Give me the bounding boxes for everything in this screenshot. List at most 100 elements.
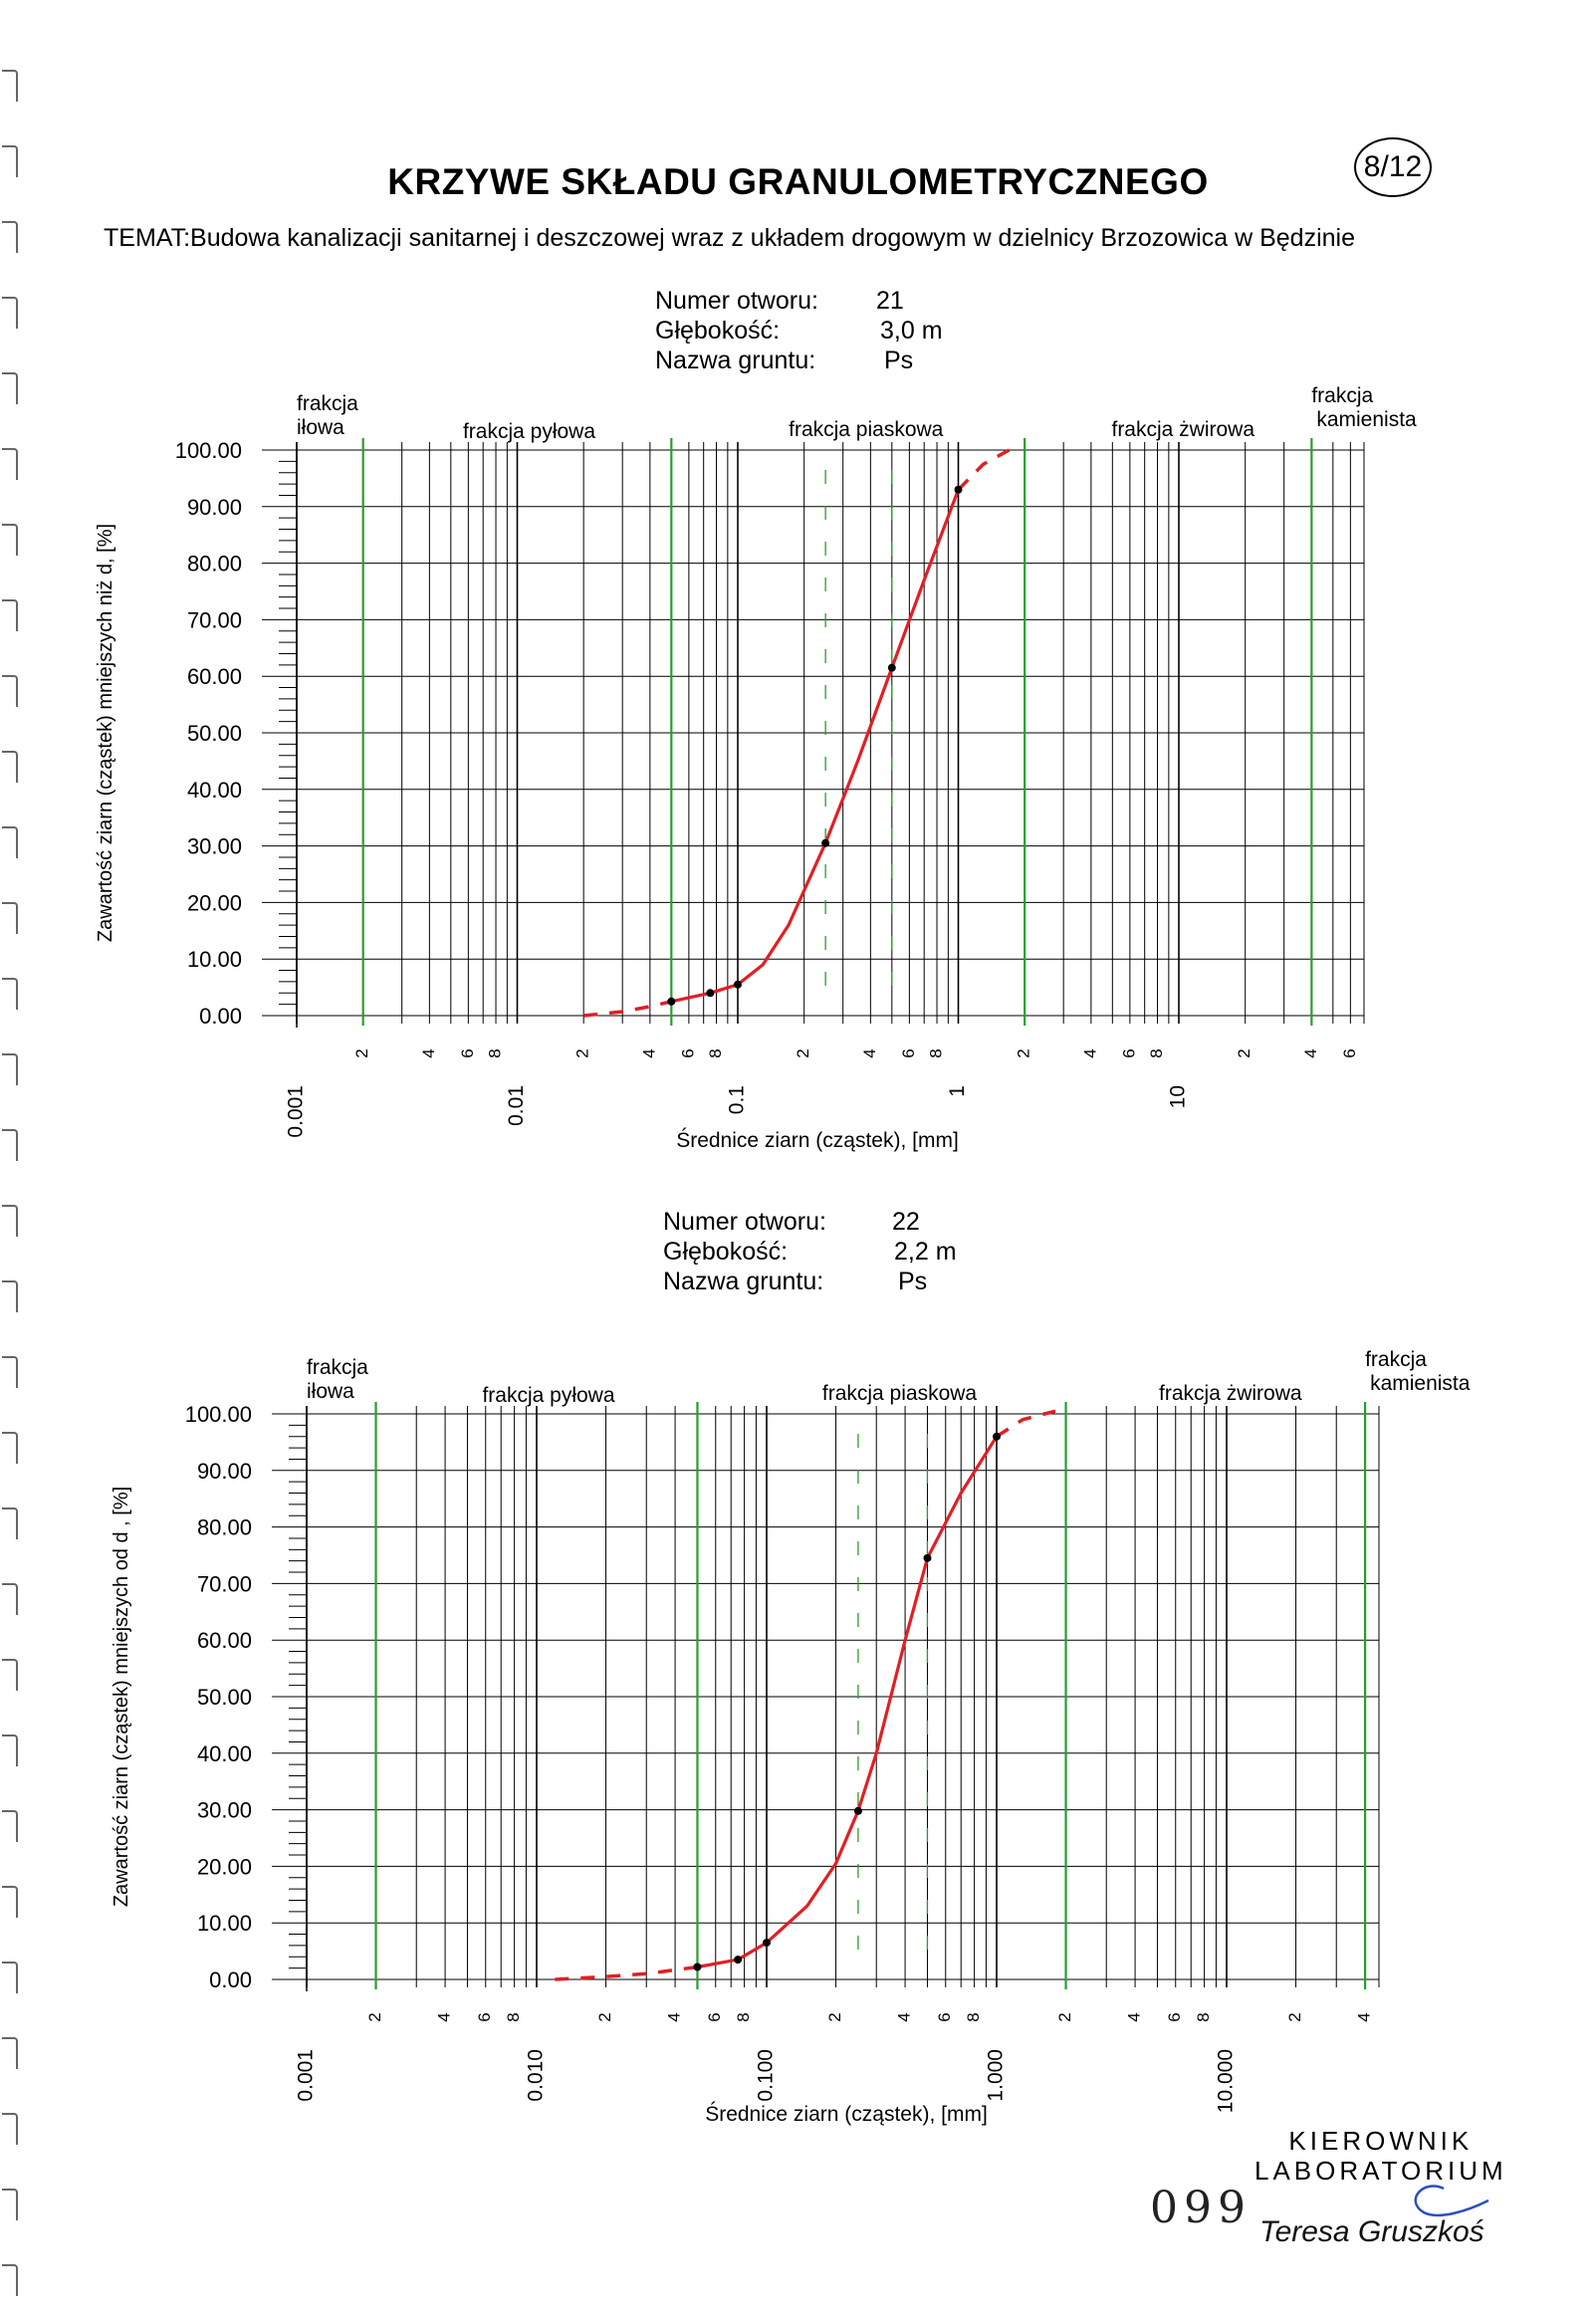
y-tick-label: 70.00 bbox=[187, 607, 242, 632]
soil-label: Nazwa gruntu: bbox=[663, 1268, 824, 1295]
binder-hole bbox=[2, 1129, 18, 1161]
sample-1-meta: Numer otworu: 21 Głębokość: 3,0 m Nazwa … bbox=[655, 286, 954, 380]
binder-hole bbox=[2, 902, 18, 934]
data-point bbox=[821, 838, 830, 847]
binder-hole bbox=[2, 1734, 18, 1766]
curve-extrapolation-high bbox=[996, 1409, 1056, 1439]
x-minor-tick-label: 8 bbox=[706, 1048, 725, 1057]
x-minor-tick-label: 2 bbox=[825, 2012, 844, 2021]
data-point bbox=[763, 1939, 771, 1948]
fraction-label-stone-1: frakcja bbox=[1311, 384, 1373, 407]
hole-value: 21 bbox=[876, 287, 904, 315]
fraction-label-clay-1: frakcja bbox=[307, 1356, 368, 1379]
y-tick-label: 10.00 bbox=[187, 947, 242, 972]
data-point bbox=[993, 1432, 1001, 1441]
hole-value: 22 bbox=[892, 1208, 920, 1236]
x-major-tick-label: 10 bbox=[1167, 1085, 1190, 1108]
data-point bbox=[923, 1553, 932, 1562]
x-minor-tick-label: 6 bbox=[1165, 2012, 1184, 2021]
x-minor-tick-label: 6 bbox=[678, 1048, 697, 1057]
x-major-tick-label: 1.000 bbox=[985, 2049, 1008, 2102]
soil-label: Nazwa gruntu: bbox=[655, 347, 816, 374]
fraction-label-sand: frakcja piaskowa bbox=[822, 1382, 978, 1405]
document-number: 099 bbox=[1150, 2183, 1252, 2233]
x-minor-tick-label: 6 bbox=[899, 1048, 918, 1057]
binder-hole bbox=[2, 1886, 18, 1918]
data-point bbox=[734, 1956, 743, 1965]
x-minor-tick-label: 2 bbox=[1235, 1048, 1254, 1057]
x-minor-tick-label: 2 bbox=[794, 1048, 812, 1057]
fraction-label-clay-2: iłowa bbox=[307, 1380, 354, 1403]
x-major-tick-label: 0.01 bbox=[505, 1085, 528, 1126]
grading-curve bbox=[670, 489, 960, 1004]
x-minor-tick-label: 6 bbox=[458, 1048, 477, 1057]
depth-value: 2,2 m bbox=[894, 1238, 957, 1266]
binder-hole bbox=[2, 599, 18, 631]
x-minor-tick-label: 4 bbox=[895, 2012, 914, 2021]
binder-hole bbox=[2, 2113, 18, 2145]
data-point bbox=[887, 663, 896, 672]
depth-value: 3,0 m bbox=[880, 317, 943, 345]
binder-hole bbox=[2, 1432, 18, 1464]
fraction-label-clay-1: frakcja bbox=[297, 392, 358, 415]
x-minor-tick-label: 4 bbox=[1125, 2012, 1144, 2021]
x-major-tick-label: 10.000 bbox=[1215, 2049, 1238, 2113]
x-minor-tick-label: 8 bbox=[1147, 1048, 1166, 1057]
soil-value: Ps bbox=[884, 347, 914, 374]
x-minor-tick-label: 8 bbox=[504, 2012, 523, 2021]
binder-hole bbox=[2, 2189, 18, 2220]
x-minor-tick-label: 2 bbox=[595, 2012, 614, 2021]
binder-hole bbox=[2, 1962, 18, 1993]
y-tick-label: 30.00 bbox=[197, 1798, 252, 1823]
stamp-line-1: KIEROWNIK bbox=[1288, 2126, 1474, 2156]
y-tick-label: 50.00 bbox=[197, 1685, 252, 1710]
binder-hole bbox=[2, 70, 18, 102]
depth-label: Głębokość: bbox=[655, 317, 781, 345]
x-minor-tick-label: 4 bbox=[435, 2012, 454, 2021]
x-minor-tick-label: 6 bbox=[705, 2012, 724, 2021]
y-tick-label: 20.00 bbox=[187, 890, 242, 915]
y-tick-label: 90.00 bbox=[197, 1459, 252, 1484]
x-major-tick-label: 0.1 bbox=[726, 1085, 749, 1114]
y-tick-label: 80.00 bbox=[187, 552, 242, 577]
lab-manager-stamp: KIEROWNIK LABORATORIUM bbox=[1254, 2126, 1507, 2186]
curve-extrapolation-high bbox=[957, 448, 1011, 492]
x-major-tick-label: 0.001 bbox=[295, 2049, 318, 2102]
binder-hole bbox=[2, 2264, 18, 2296]
y-tick-label: 60.00 bbox=[187, 664, 242, 689]
binder-hole bbox=[2, 1205, 18, 1237]
x-minor-tick-label: 2 bbox=[1015, 1048, 1033, 1057]
fraction-label-gravel: frakcja żwirowa bbox=[1111, 418, 1254, 441]
fraction-label-gravel: frakcja żwirowa bbox=[1159, 1382, 1302, 1405]
y-tick-label: 20.00 bbox=[197, 1854, 252, 1879]
binder-hole bbox=[2, 751, 18, 783]
x-minor-tick-label: 4 bbox=[419, 1048, 438, 1057]
fraction-label-silt: frakcja pyłowa bbox=[482, 1384, 614, 1407]
y-axis-title: Zawartość ziarn (cząstek) mniejszych od … bbox=[111, 1487, 132, 1907]
binder-hole bbox=[2, 1053, 18, 1085]
binder-hole bbox=[2, 1583, 18, 1615]
y-tick-label: 50.00 bbox=[187, 721, 242, 746]
y-tick-label: 40.00 bbox=[187, 778, 242, 803]
binder-hole bbox=[2, 448, 18, 480]
binder-hole bbox=[2, 2037, 18, 2069]
x-minor-tick-label: 4 bbox=[639, 1048, 658, 1057]
fraction-label-sand: frakcja piaskowa bbox=[789, 418, 944, 441]
curve-extrapolation-low bbox=[555, 1965, 698, 1981]
y-tick-label: 100.00 bbox=[175, 438, 242, 463]
binder-hole bbox=[2, 675, 18, 707]
y-tick-label: 80.00 bbox=[197, 1515, 252, 1540]
y-tick-label: 70.00 bbox=[197, 1571, 252, 1596]
x-minor-tick-label: 2 bbox=[573, 1048, 592, 1057]
x-major-tick-label: 1 bbox=[946, 1085, 969, 1097]
binder-hole bbox=[2, 978, 18, 1010]
x-minor-tick-label: 2 bbox=[352, 1048, 371, 1057]
x-minor-tick-label: 8 bbox=[734, 2012, 753, 2021]
fraction-label-stone-2: kamienista bbox=[1316, 408, 1417, 431]
hole-label: Numer otworu: bbox=[655, 287, 818, 315]
signature-name: Teresa Gruszkoś bbox=[1259, 2215, 1484, 2248]
binder-hole bbox=[2, 372, 18, 404]
x-minor-tick-label: 8 bbox=[964, 2012, 983, 2021]
grain-size-chart-1: 2 4 6 8 2 4 6 8 2 4 6 8 2 4 6 8 2 4 60.0010.0020.0030.0040… bbox=[95, 384, 1417, 1152]
